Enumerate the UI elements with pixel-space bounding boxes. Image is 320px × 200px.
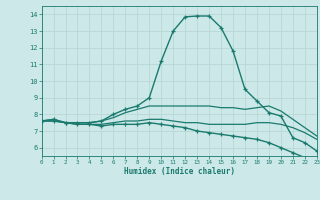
X-axis label: Humidex (Indice chaleur): Humidex (Indice chaleur) — [124, 167, 235, 176]
